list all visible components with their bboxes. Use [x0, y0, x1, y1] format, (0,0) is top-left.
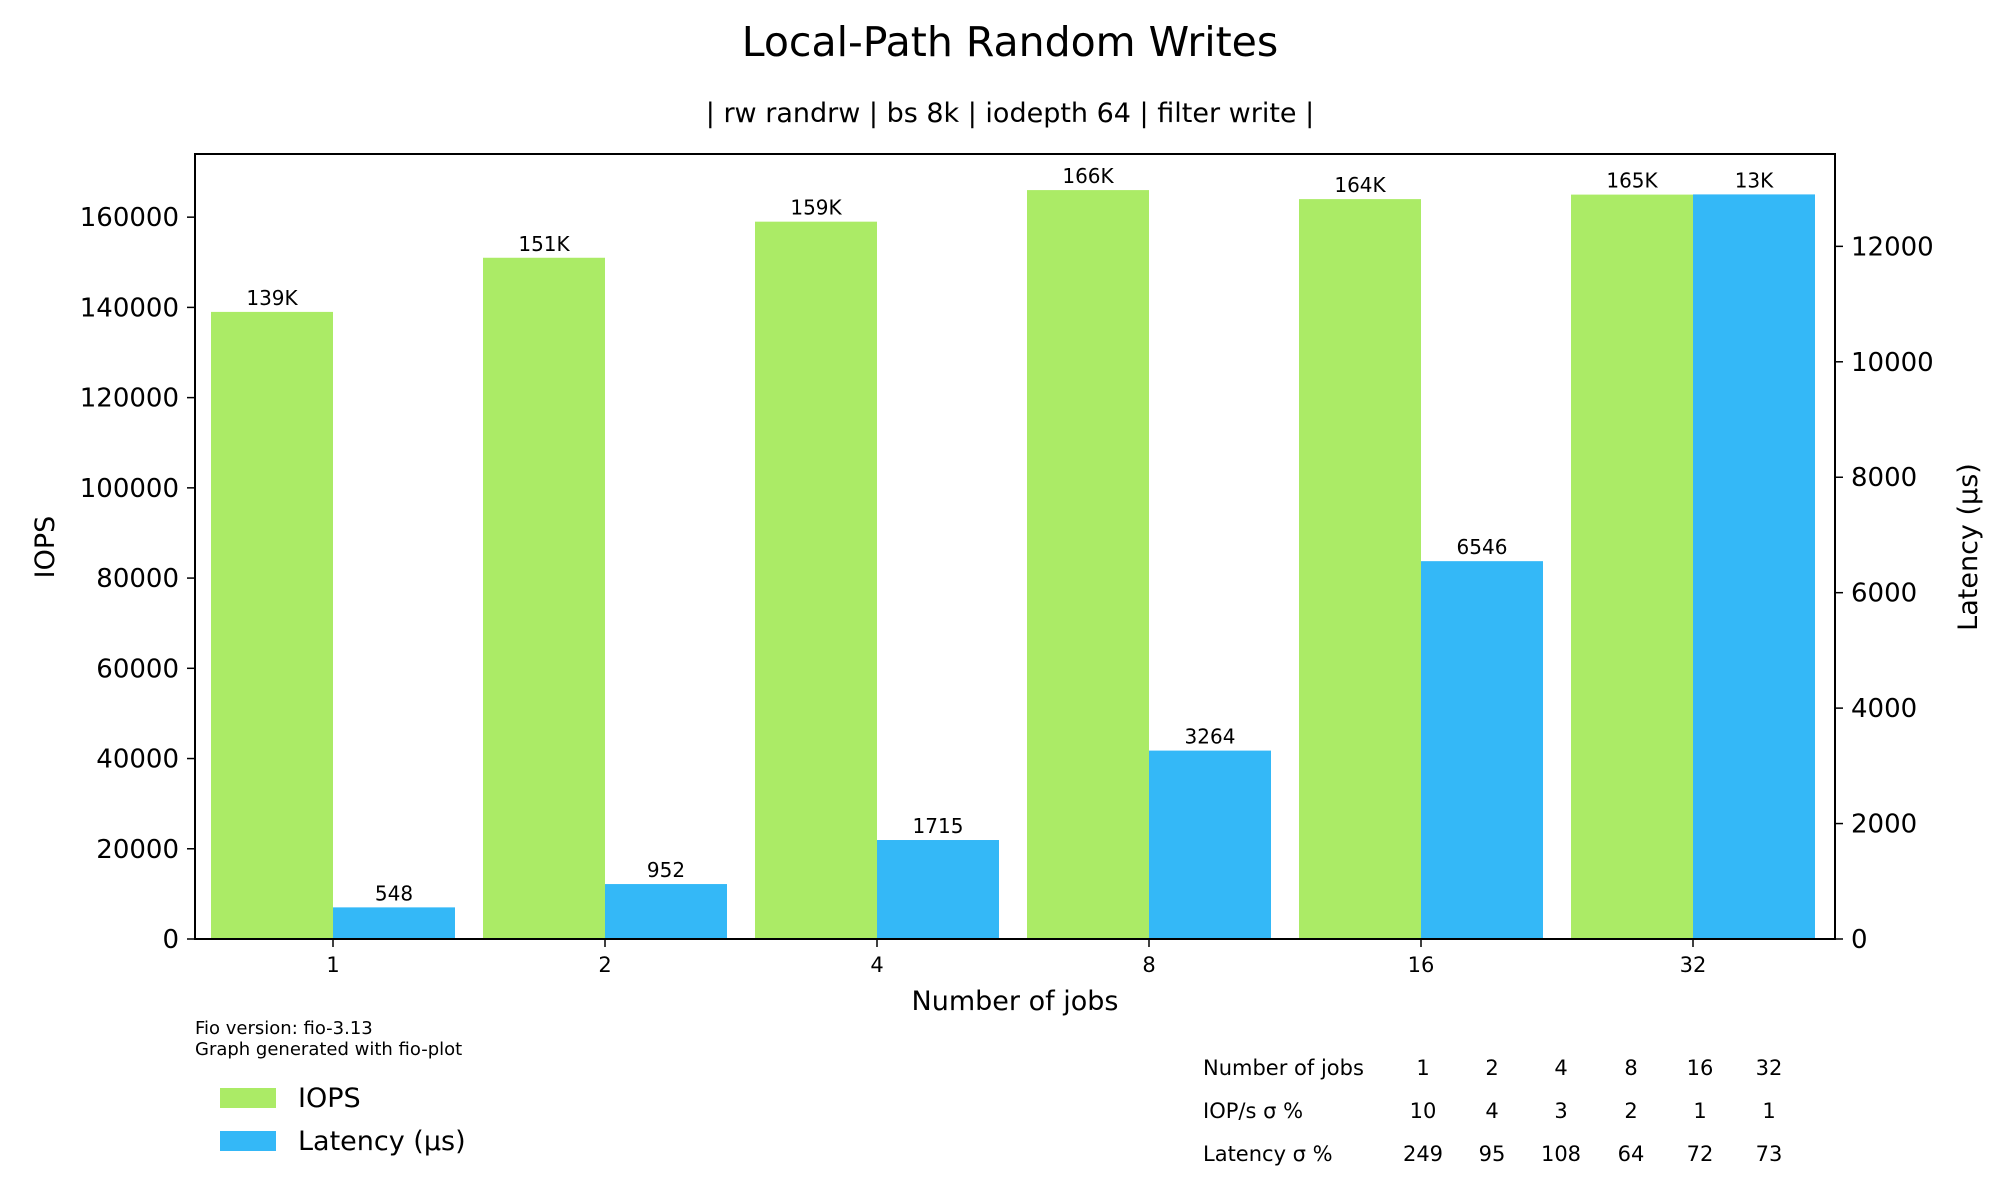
stats-cell-0-0: 1 [1416, 1056, 1429, 1080]
stats-cell-2-5: 73 [1756, 1142, 1783, 1166]
stats-row-header-1: IOP/s σ % [1203, 1099, 1303, 1123]
iops-value-label-4: 159K [790, 196, 842, 220]
y-tick-label-60000: 60000 [96, 654, 179, 684]
stats-cell-1-0: 10 [1410, 1099, 1437, 1123]
stats-row-header-0: Number of jobs [1203, 1056, 1364, 1080]
iops-bar-16 [1299, 199, 1421, 940]
bar-layer [211, 190, 1815, 940]
x-tick-label-2: 2 [598, 953, 611, 977]
y-tick-label-100000: 100000 [80, 474, 179, 504]
chart-subtitle: | rw randrw | bs 8k | iodepth 64 | filte… [706, 98, 1314, 129]
y-tick-label-160000: 160000 [80, 203, 179, 233]
legend-swatch-iops [220, 1088, 276, 1108]
x-axis: 1 2 4 8 16 32 [326, 939, 1706, 977]
y2-tick-label-8000: 8000 [1851, 463, 1917, 493]
legend-label-latency: Latency (µs) [298, 1126, 466, 1157]
latency-bar-4 [877, 840, 999, 939]
left-axis: 0 20000 40000 60000 80000 100000 120000 140000 1… [80, 203, 195, 955]
stats-cell-1-3: 2 [1624, 1099, 1637, 1123]
iops-bar-4 [755, 221, 877, 939]
bar-label-layer: 139K 548 151K 952 159K 1715 166K 3264 164K 6546 16… [246, 164, 1774, 905]
y-tick-label-140000: 140000 [80, 293, 179, 323]
stats-cell-2-1: 95 [1479, 1142, 1506, 1166]
y2-axis-label: Latency (µs) [1953, 463, 1984, 631]
stats-cell-2-3: 64 [1618, 1142, 1645, 1166]
y-tick-label-120000: 120000 [80, 384, 179, 414]
latency-bar-16 [1421, 561, 1543, 939]
y-tick-label-0: 0 [162, 925, 179, 955]
iops-value-label-32: 165K [1606, 169, 1658, 193]
stats-cell-0-5: 32 [1756, 1056, 1783, 1080]
x-axis-label: Number of jobs [912, 986, 1119, 1017]
stats-cell-0-3: 8 [1624, 1056, 1637, 1080]
chart-title: Local-Path Random Writes [742, 18, 1279, 66]
latency-bar-8 [1149, 750, 1271, 939]
x-tick-label-4: 4 [870, 953, 883, 977]
stats-cell-1-1: 4 [1485, 1099, 1498, 1123]
footnote-version: Fio version: fio-3.13 [195, 1018, 373, 1039]
stats-cell-2-0: 249 [1403, 1142, 1443, 1166]
stats-cell-0-2: 4 [1554, 1056, 1567, 1080]
latency-value-label-1: 548 [375, 881, 413, 905]
latency-value-label-16: 6546 [1457, 535, 1508, 559]
latency-value-label-2: 952 [647, 858, 685, 882]
y-tick-label-20000: 20000 [96, 835, 179, 865]
x-tick-label-32: 32 [1680, 953, 1707, 977]
latency-bar-1 [333, 907, 455, 939]
x-tick-label-8: 8 [1142, 953, 1155, 977]
plot-frame [194, 153, 1836, 940]
legend-label-iops: IOPS [298, 1083, 361, 1114]
stats-cell-1-4: 1 [1693, 1099, 1706, 1123]
latency-value-label-8: 3264 [1185, 725, 1236, 749]
iops-bar-32 [1571, 194, 1693, 939]
footnote-generator: Graph generated with fio-plot [195, 1039, 462, 1060]
latency-bar-32 [1693, 194, 1815, 939]
y2-tick-label-12000: 12000 [1851, 232, 1934, 262]
iops-value-label-8: 166K [1062, 164, 1114, 188]
legend-swatch-latency [220, 1131, 276, 1151]
y2-tick-label-10000: 10000 [1851, 348, 1934, 378]
x-tick-label-1: 1 [326, 953, 339, 977]
stats-cell-0-4: 16 [1687, 1056, 1714, 1080]
stats-row-header-2: Latency σ % [1203, 1142, 1333, 1166]
latency-value-label-32: 13K [1735, 168, 1774, 192]
stats-cell-2-2: 108 [1541, 1142, 1581, 1166]
iops-value-label-1: 139K [246, 286, 298, 310]
iops-bar-1 [211, 311, 333, 939]
stats-cell-0-1: 2 [1485, 1056, 1498, 1080]
latency-value-label-4: 1715 [913, 814, 964, 838]
iops-bar-8 [1027, 190, 1149, 940]
y2-tick-label-2000: 2000 [1851, 810, 1917, 840]
y-tick-label-40000: 40000 [96, 745, 179, 775]
x-tick-label-16: 16 [1408, 953, 1435, 977]
iops-bar-2 [483, 257, 605, 939]
iops-value-label-2: 151K [518, 232, 570, 256]
y2-tick-label-0: 0 [1851, 925, 1868, 955]
latency-bar-2 [605, 884, 727, 939]
legend: IOPS Latency (µs) [220, 1083, 466, 1157]
stats-cell-1-5: 1 [1762, 1099, 1775, 1123]
y-tick-label-80000: 80000 [96, 564, 179, 594]
y2-tick-label-4000: 4000 [1851, 694, 1917, 724]
y2-tick-label-6000: 6000 [1851, 579, 1917, 609]
iops-value-label-16: 164K [1334, 173, 1386, 197]
stats-cell-1-2: 3 [1554, 1099, 1567, 1123]
y-axis-label: IOPS [30, 516, 61, 579]
right-axis: 0 2000 4000 6000 8000 10000 12000 [1835, 232, 1934, 955]
stats-cell-2-4: 72 [1687, 1142, 1714, 1166]
